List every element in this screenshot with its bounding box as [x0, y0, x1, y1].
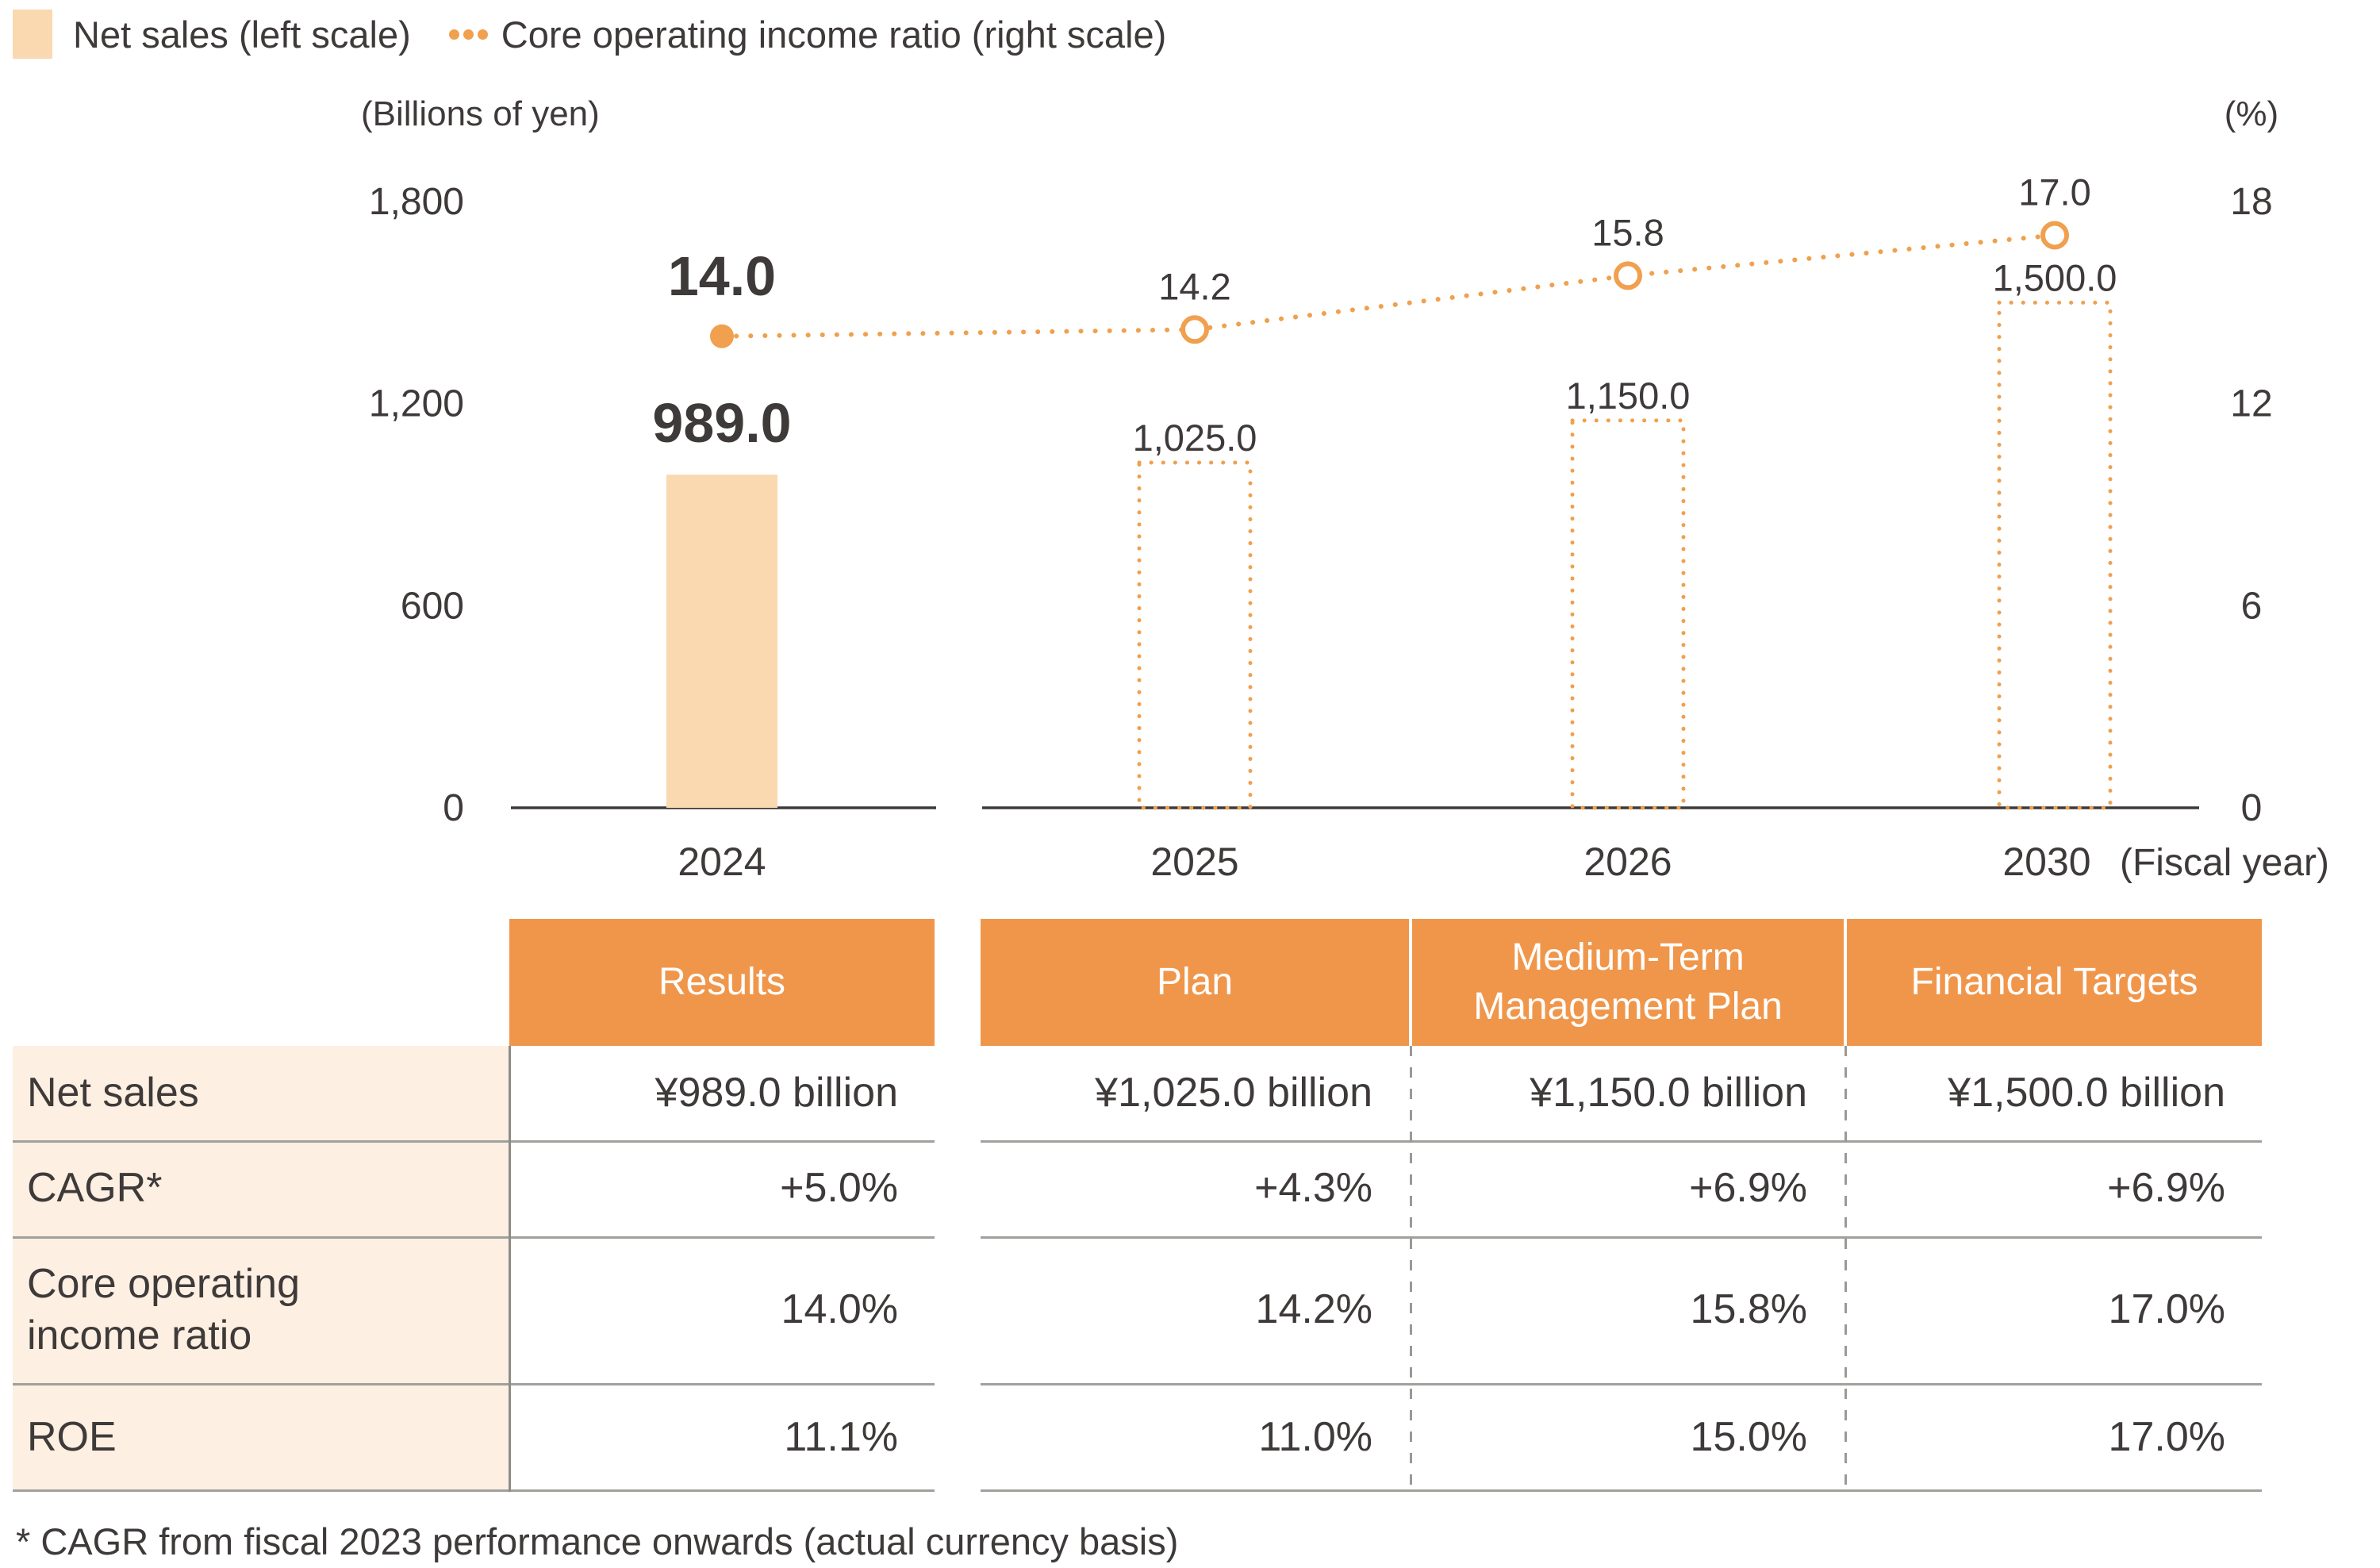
row-divider: [13, 1236, 935, 1239]
right-axis-title: (%): [2225, 94, 2278, 133]
line-value-label: 14.0: [668, 245, 776, 307]
dotted-line-swatch-icon: [448, 29, 492, 40]
cell-net-sales-medium: ¥1,150.0 billion: [1530, 1070, 1807, 1116]
line-point-2024: [710, 324, 734, 348]
row-divider: [981, 1140, 2262, 1143]
row-divider: [981, 1383, 2262, 1385]
cell-net-sales-targets: ¥1,500.0 billion: [1948, 1070, 2225, 1116]
bar-value-label: 989.0: [652, 392, 791, 454]
cell-core-ratio-medium: 15.8%: [1690, 1286, 1807, 1333]
cell-roe-medium: 15.0%: [1690, 1414, 1807, 1461]
legend-label: Net sales (left scale): [73, 13, 411, 56]
bar-2026-dotted: [1570, 418, 1686, 810]
column-divider-dashed: [1844, 1046, 1847, 1492]
row-divider: [981, 1236, 2262, 1239]
right-axis-tick: 12: [2230, 383, 2272, 425]
cell-core-ratio-plan: 14.2%: [1255, 1286, 1372, 1333]
right-axis-tick: 0: [2241, 787, 2263, 829]
cell-roe-targets: 17.0%: [2108, 1414, 2225, 1461]
bar-2025-dotted: [1137, 460, 1253, 810]
line-point-2026: [1614, 261, 1642, 290]
bar-value-label: 1,150.0: [1566, 375, 1691, 417]
table-header-plan: Plan: [981, 919, 1409, 1046]
cell-cagr-results: +5.0%: [780, 1165, 898, 1212]
row-divider: [13, 1383, 935, 1385]
cell-cagr-plan: +4.3%: [1254, 1165, 1372, 1212]
row-label-net-sales: Net sales: [13, 1046, 509, 1140]
x-axis-label-2025: 2025: [1150, 840, 1238, 884]
row-label-cagr: CAGR*: [13, 1140, 509, 1236]
core-operating-income-ratio-line: [720, 233, 2057, 339]
left-axis-title: (Billions of yen): [361, 94, 600, 133]
table-bottom-border: [13, 1489, 935, 1492]
footnote: * CAGR from fiscal 2023 performance onwa…: [16, 1520, 1179, 1562]
cell-core-ratio-results: 14.0%: [781, 1286, 898, 1333]
left-axis-tick: 0: [443, 787, 464, 829]
row-divider: [13, 1140, 935, 1143]
bar-swatch-icon: [13, 10, 52, 59]
combo-chart: (Billions of yen) (%) 1,800 1,200 600 0 18 12 6 0…: [361, 94, 2329, 884]
table-header-results: Results: [509, 919, 935, 1046]
cell-roe-results: 11.1%: [784, 1414, 898, 1461]
x-axis-suffix: (Fiscal year): [2120, 842, 2329, 884]
table-header-financial-targets: Financial Targets: [1847, 919, 2262, 1046]
legend-label: Core operating income ratio (right scale…: [501, 13, 1167, 56]
cell-cagr-targets: +6.9%: [2107, 1165, 2225, 1212]
cell-net-sales-plan: ¥1,025.0 billion: [1095, 1070, 1372, 1116]
x-axis-label-2030: 2030: [2002, 840, 2090, 884]
legend-item-net-sales: Net sales (left scale): [13, 10, 411, 59]
cell-roe-plan: 11.0%: [1258, 1414, 1372, 1461]
table-bottom-border: [981, 1489, 2262, 1492]
cell-net-sales-results: ¥989.0 billion: [654, 1070, 898, 1116]
line-point-2030: [2040, 221, 2069, 250]
left-axis-tick: 1,200: [369, 383, 464, 425]
line-value-label: 15.8: [1591, 211, 1664, 253]
right-axis-tick: 6: [2241, 585, 2263, 627]
bar-2024: [666, 475, 777, 808]
label-column-divider: [509, 1046, 511, 1492]
row-label-roe: ROE: [13, 1383, 509, 1492]
line-point-2025: [1180, 315, 1209, 344]
left-axis-tick: 600: [401, 585, 464, 627]
right-axis-tick: 18: [2230, 181, 2272, 223]
left-axis-tick: 1,800: [369, 181, 464, 223]
line-value-label: 17.0: [2018, 171, 2090, 213]
bar-value-label: 1,500.0: [1993, 256, 2117, 298]
legend-item-core-operating-income-ratio: Core operating income ratio (right scale…: [411, 13, 1167, 56]
bar-value-label: 1,025.0: [1133, 417, 1257, 459]
x-axis-label-2024: 2024: [678, 840, 766, 884]
chart-legend: Net sales (left scale) Core operating in…: [13, 10, 1166, 59]
x-axis-label-2026: 2026: [1583, 840, 1672, 884]
line-value-label: 14.2: [1158, 265, 1230, 307]
bar-2030-dotted: [1997, 300, 2113, 810]
table-header-medium-term-plan: Medium-Term Management Plan: [1412, 919, 1844, 1046]
column-divider-dashed: [1410, 1046, 1412, 1492]
row-label-core-operating-income-ratio: Core operating income ratio: [13, 1236, 509, 1383]
cell-cagr-medium: +6.9%: [1689, 1165, 1807, 1212]
cell-core-ratio-targets: 17.0%: [2108, 1286, 2225, 1333]
